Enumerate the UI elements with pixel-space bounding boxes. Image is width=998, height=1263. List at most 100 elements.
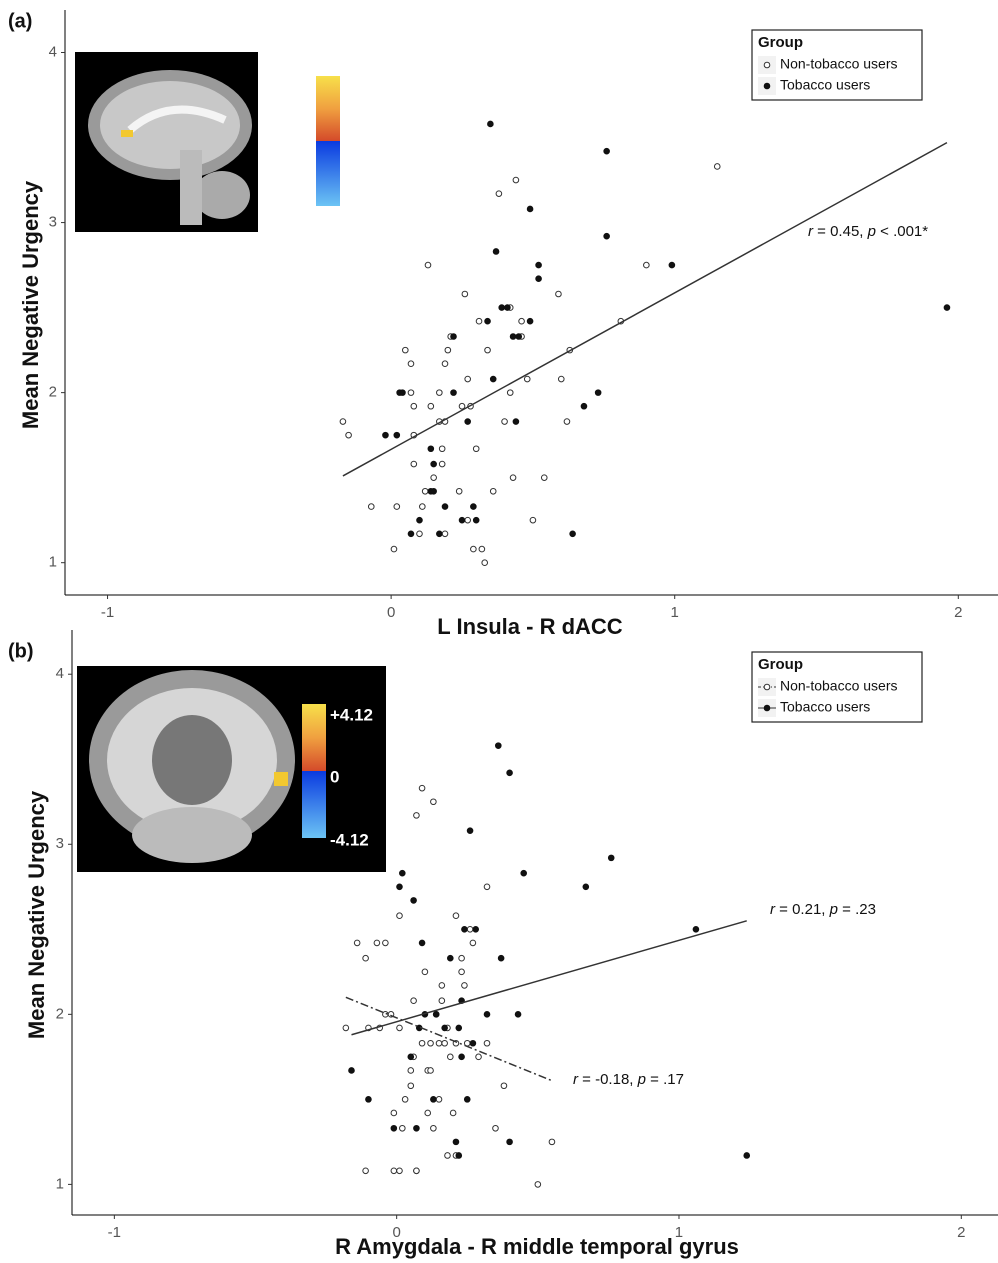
point	[447, 1053, 454, 1061]
point	[390, 1124, 398, 1132]
point	[461, 982, 468, 989]
point	[438, 982, 446, 989]
point	[435, 1096, 443, 1103]
point	[410, 997, 417, 1005]
point	[506, 769, 513, 777]
y-tick-label: 4	[56, 665, 64, 682]
point	[441, 360, 449, 368]
point	[498, 304, 506, 311]
point	[483, 1011, 491, 1018]
point	[478, 545, 486, 553]
x-axis-title: R Amygdala - R middle temporal gyrus	[335, 1234, 739, 1259]
legend-marker	[763, 61, 771, 69]
point	[438, 997, 446, 1005]
point	[407, 1053, 415, 1061]
x-tick-label: -1	[108, 1224, 121, 1241]
point	[506, 389, 514, 396]
annotation-part: = 0.45,	[813, 223, 868, 240]
point	[413, 1167, 420, 1175]
point	[469, 1039, 477, 1047]
point	[643, 261, 650, 269]
point	[481, 559, 489, 566]
point	[607, 854, 615, 862]
point	[594, 389, 602, 396]
point	[458, 402, 466, 410]
point	[450, 333, 457, 340]
annotation-part: = .23	[838, 901, 876, 918]
point	[427, 445, 435, 453]
point	[458, 1053, 465, 1061]
point	[413, 1124, 420, 1132]
point	[367, 503, 375, 510]
point	[501, 418, 508, 425]
point	[455, 1152, 463, 1159]
point	[382, 939, 389, 947]
y-tick-label: 1	[56, 1175, 64, 1192]
point	[449, 1109, 457, 1117]
point	[472, 926, 480, 933]
point	[463, 1096, 471, 1103]
point	[504, 304, 511, 311]
point	[402, 346, 409, 354]
legend-label: Tobacco users	[780, 77, 870, 93]
legend-title: Group	[758, 656, 803, 673]
y-tick-label: 2	[49, 384, 57, 401]
point	[492, 1124, 499, 1132]
point	[353, 939, 361, 947]
point	[470, 545, 477, 553]
point	[526, 317, 534, 325]
point	[469, 939, 477, 947]
y-axis-title: Mean Negative Urgency	[24, 790, 49, 1039]
x-tick-label: 1	[671, 604, 679, 621]
colorbar-label: 0	[343, 134, 352, 153]
point	[418, 939, 426, 947]
point	[557, 375, 565, 383]
point	[399, 869, 406, 877]
point	[458, 516, 466, 524]
point	[461, 926, 468, 933]
point	[464, 375, 471, 383]
point	[416, 530, 423, 538]
fit-line	[351, 920, 747, 1036]
panel-label: (b)	[8, 640, 34, 662]
colorbar	[316, 76, 340, 206]
point	[407, 389, 415, 396]
point	[396, 1024, 403, 1032]
point	[444, 346, 452, 354]
point	[399, 389, 406, 396]
y-tick-label: 4	[49, 43, 57, 60]
point	[401, 1096, 409, 1103]
annotation: r = 0.45, p < .001*	[808, 223, 928, 240]
point	[487, 120, 494, 128]
annotation-part: < .001*	[876, 223, 928, 240]
point	[393, 431, 401, 439]
point	[444, 1152, 451, 1159]
legend-label: Tobacco users	[780, 699, 870, 715]
point	[419, 503, 426, 510]
annotation-part: r	[573, 1071, 579, 1088]
legend-marker	[763, 683, 771, 691]
fit-line	[345, 996, 553, 1082]
annotation-part: p	[867, 223, 876, 240]
point	[396, 1167, 403, 1175]
point	[563, 418, 571, 425]
point	[603, 232, 610, 240]
point	[421, 968, 429, 976]
colorbar	[302, 704, 326, 838]
brain-inset-b	[77, 666, 386, 872]
point	[509, 333, 517, 340]
point	[432, 1011, 440, 1018]
point	[512, 418, 520, 425]
point	[520, 869, 528, 877]
point	[483, 1039, 491, 1047]
point	[943, 304, 951, 311]
point	[342, 1024, 350, 1032]
annotation-part: p	[829, 901, 838, 918]
point	[452, 912, 460, 919]
point	[407, 1067, 415, 1074]
point	[492, 248, 500, 255]
point	[466, 827, 474, 834]
point	[427, 1067, 434, 1074]
point	[509, 474, 517, 481]
